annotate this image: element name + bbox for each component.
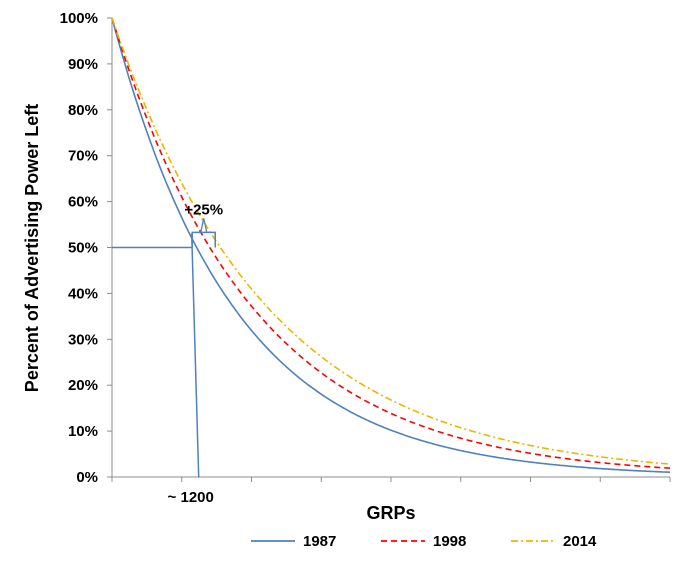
y-tick-label: 10% [68, 423, 98, 440]
series-line-1998 [111, 17, 671, 469]
increase-label: +25% [184, 201, 223, 218]
y-tick-label: 60% [68, 194, 98, 211]
half-life-label: ~ 1200 [168, 489, 214, 506]
y-tick-label: 0% [76, 469, 98, 486]
y-tick-label: 50% [68, 240, 98, 257]
increase-bracket-tip [200, 218, 208, 233]
y-tick-label: 100% [60, 10, 98, 27]
increase-bracket [191, 231, 216, 248]
half-life-drop-line [190, 233, 200, 478]
y-tick-label: 40% [68, 285, 98, 302]
annotation-layer: +25% ~ 1200 [112, 201, 223, 506]
y-tick-label: 80% [68, 102, 98, 119]
tick-labels: 0% 10% 20% 30% 40% 50% 60% 70% 80% 90% 100% [60, 10, 98, 486]
series-line-1987 [111, 17, 670, 474]
x-axis-title: GRPs [366, 503, 415, 523]
y-tick-label: 30% [68, 331, 98, 348]
legend: 1987 1998 2014 [251, 533, 597, 550]
series-layer [111, 17, 671, 474]
y-tick-label: 90% [68, 56, 98, 73]
legend-label-2014: 2014 [563, 533, 597, 550]
y-tick-label: 70% [68, 148, 98, 165]
y-tick-label: 20% [68, 377, 98, 394]
legend-label-1998: 1998 [433, 533, 466, 550]
legend-label-1987: 1987 [303, 533, 336, 550]
y-axis-title: Percent of Advertising Power Left [22, 104, 42, 392]
